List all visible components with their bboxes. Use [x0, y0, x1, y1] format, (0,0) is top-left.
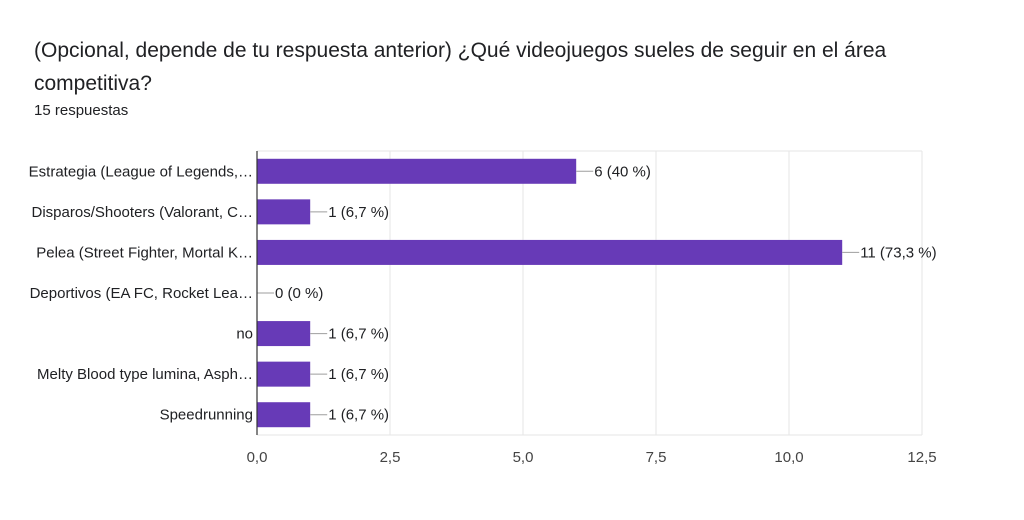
x-tick-label: 0,0 — [247, 449, 268, 466]
response-count: 15 respuestas — [34, 102, 129, 119]
category-label: Pelea (Street Fighter, Mortal K… — [36, 244, 253, 261]
category-label: Deportivos (EA FC, Rocket Lea… — [30, 285, 253, 302]
bar — [257, 321, 311, 347]
x-tick-label: 12,5 — [907, 449, 936, 466]
data-label: 6 (40 %) — [594, 163, 651, 180]
bar — [257, 158, 577, 184]
category-label: no — [236, 326, 253, 343]
category-label: Estrategia (League of Legends,… — [29, 163, 253, 180]
data-label: 1 (6,7 %) — [328, 204, 389, 221]
category-label: Speedrunning — [160, 407, 253, 424]
chart-title: (Opcional, depende de tu respuesta anter… — [34, 39, 887, 95]
data-label: 1 (6,7 %) — [328, 407, 389, 424]
bar — [257, 239, 843, 265]
x-tick-label: 5,0 — [513, 449, 534, 466]
data-label: 11 (73,3 %) — [860, 244, 936, 261]
category-label: Disparos/Shooters (Valorant, C… — [32, 204, 253, 221]
bar — [257, 361, 311, 387]
bar — [257, 402, 311, 428]
category-label: Melty Blood type lumina, Asph… — [37, 366, 253, 383]
bar — [257, 199, 311, 225]
x-tick-label: 7,5 — [646, 449, 667, 466]
data-label: 0 (0 %) — [275, 285, 323, 302]
x-tick-label: 2,5 — [380, 449, 401, 466]
data-label: 1 (6,7 %) — [328, 366, 389, 383]
x-tick-label: 10,0 — [774, 449, 803, 466]
data-label: 1 (6,7 %) — [328, 326, 389, 343]
